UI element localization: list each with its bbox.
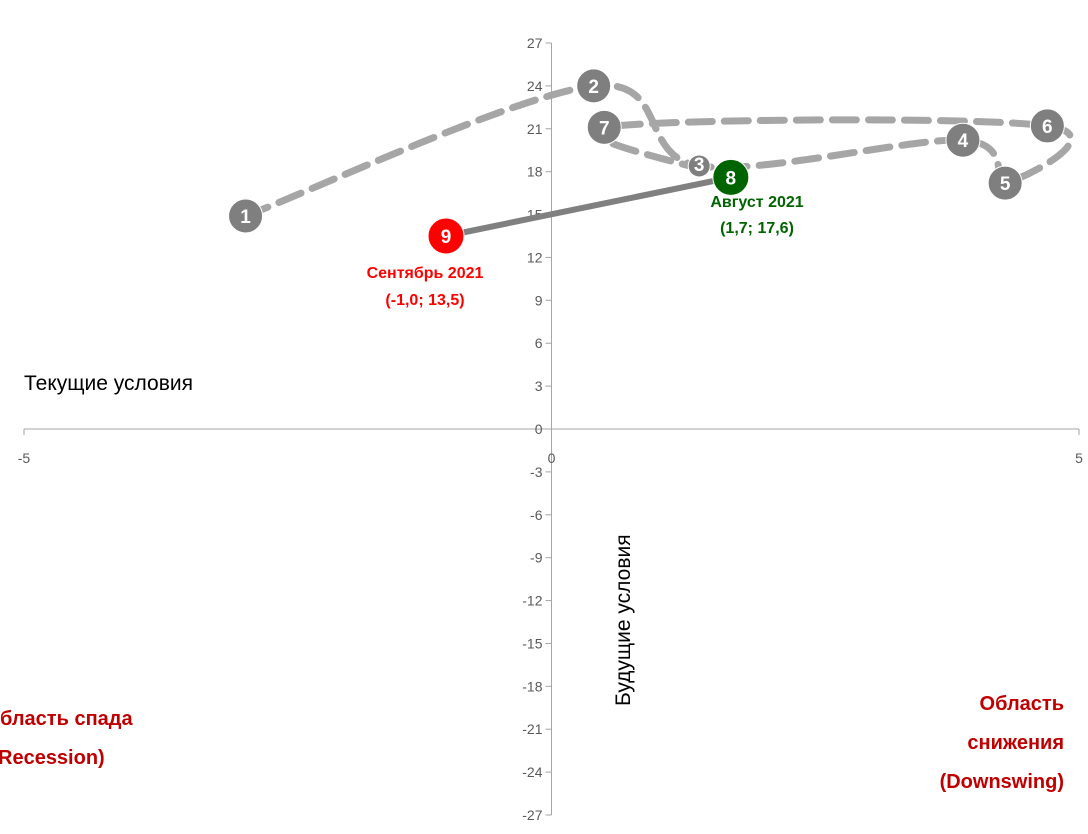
y-tick-label: -27	[522, 807, 542, 823]
point-label-5: 5	[1000, 174, 1011, 195]
y-tick-label: -18	[522, 678, 542, 694]
callout-september-coords: (-1,0; 13,5)	[385, 292, 464, 309]
downswing-region-line3: (Downswing)	[940, 771, 1064, 793]
downswing-region-line1: Область	[980, 693, 1064, 715]
y-axis-title: Будущие условия	[612, 534, 635, 706]
y-tick-label: 9	[535, 292, 543, 308]
y-tick-label: 12	[527, 249, 543, 265]
y-tick-label: -3	[530, 464, 543, 480]
y-tick-label: 0	[535, 421, 543, 437]
y-tick-label: -6	[530, 507, 543, 523]
point-marker-1	[228, 198, 264, 234]
history-trajectory-line	[242, 81, 1075, 220]
y-tick-label: -21	[522, 721, 542, 737]
point-label-9: 9	[441, 227, 452, 248]
point-label-6: 6	[1042, 117, 1053, 138]
y-tick-label: 18	[527, 164, 543, 180]
x-tick-label: -5	[18, 450, 31, 466]
point-label-2: 2	[588, 77, 599, 98]
downswing-region-line2: снижения	[967, 732, 1064, 754]
callout-september-title: Сентябрь 2021	[367, 265, 484, 282]
latest-month-line	[443, 174, 734, 239]
point-marker-7	[586, 109, 622, 145]
tick-labels: 2724211815129630-3-6-9-12-15-18-21-24-27…	[18, 35, 1083, 823]
y-tick-label: 21	[527, 121, 543, 137]
callout-august-title: Август 2021	[710, 194, 803, 211]
point-label-3: 3	[694, 155, 705, 176]
x-tick-label: 0	[548, 450, 556, 466]
y-tick-label: 24	[527, 78, 543, 94]
point-label-4: 4	[958, 131, 969, 152]
callout-august-coords: (1,7; 17,6)	[720, 220, 794, 237]
point-marker-5	[987, 165, 1023, 201]
point-marker-2	[576, 68, 612, 104]
recession-region-line2: Recession)	[0, 747, 105, 769]
point-marker-8	[712, 158, 750, 196]
y-tick-label: 27	[527, 35, 543, 51]
recession-region-line1: бласть спада	[0, 708, 133, 730]
y-tick-label: 6	[535, 335, 543, 351]
x-axis-title: Текущие условия	[24, 372, 193, 395]
point-marker-6	[1029, 108, 1065, 144]
series-lines	[242, 81, 1075, 239]
point-label-8: 8	[726, 168, 737, 189]
y-tick-label: 3	[535, 378, 543, 394]
y-tick-label: -24	[522, 764, 542, 780]
annotations: Текущие условия Будущие условия Август 2…	[0, 194, 1064, 793]
point-marker-9	[427, 217, 465, 255]
axes	[23, 42, 1080, 816]
y-tick-label: -12	[522, 593, 542, 609]
point-label-1: 1	[240, 207, 251, 228]
y-tick-label: -9	[530, 550, 543, 566]
x-tick-label: 5	[1075, 450, 1083, 466]
point-marker-3	[687, 154, 711, 178]
point-marker-4	[945, 122, 981, 158]
y-tick-label: -15	[522, 635, 542, 651]
data-points: 1 2 3 4 5 6 7 8 9	[228, 68, 1065, 255]
point-label-7: 7	[599, 118, 610, 139]
